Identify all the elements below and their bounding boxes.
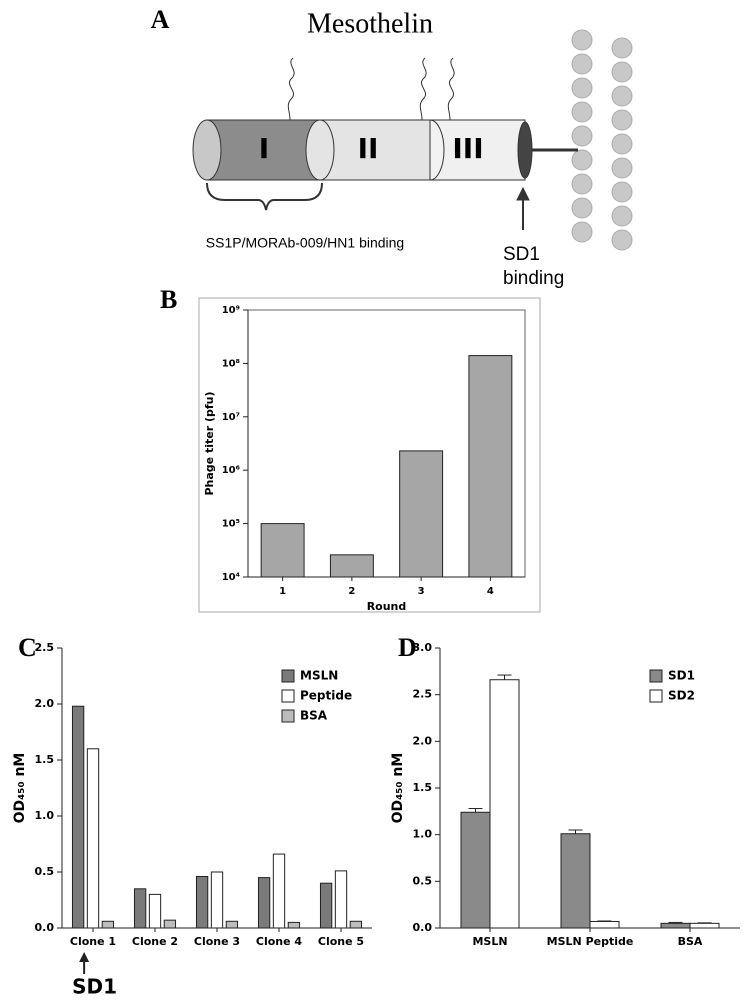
domain-label: I [259, 132, 269, 165]
bar [225, 920, 239, 929]
y-tick-label: 0.0 [35, 921, 55, 934]
y-axis-label: OD₄₅₀ nM [390, 753, 406, 824]
legend-swatch [281, 709, 295, 723]
x-tick-label: MSLN [472, 935, 507, 948]
bar [195, 875, 209, 929]
bar [148, 893, 162, 929]
diagram-title: Mesothelin [307, 8, 433, 39]
legend-swatch [649, 669, 663, 683]
legend-label: SD2 [668, 689, 695, 703]
panel-label: C [18, 633, 37, 662]
bar [489, 679, 520, 929]
bar [319, 882, 333, 929]
y-tick-label: 0.5 [35, 865, 55, 878]
domain-label: III [452, 132, 483, 165]
bar [163, 919, 177, 929]
bar [257, 877, 271, 929]
x-tick-label: 3 [418, 586, 425, 597]
y-tick-label: 2.5 [35, 641, 55, 654]
y-tick-label: 10⁹ [222, 305, 240, 316]
annotation: SS1P/MORAb-009/HN1 binding [206, 235, 404, 251]
x-tick-label: MSLN Peptide [547, 935, 634, 948]
legend-label: Peptide [300, 689, 352, 703]
bar [660, 922, 691, 929]
y-tick-label: 10⁸ [222, 358, 240, 369]
legend-label: MSLN [300, 669, 338, 683]
mesothelin-cylinder [192, 119, 578, 230]
x-tick-label: Clone 4 [256, 935, 303, 948]
y-tick-label: 1.0 [35, 809, 55, 822]
y-tick-label: 3.0 [413, 641, 433, 654]
y-tick-label: 0.5 [413, 874, 433, 887]
bar [689, 922, 720, 929]
panel-label: A [151, 5, 170, 34]
bar [560, 833, 591, 929]
y-tick-label: 1.5 [413, 781, 433, 794]
annotation-arrowhead [79, 952, 90, 962]
x-tick-label: Clone 2 [132, 935, 178, 948]
y-axis-label: OD₄₅₀ nM [12, 753, 28, 824]
bar [589, 920, 620, 929]
panel-frame [198, 297, 541, 613]
bar [86, 748, 100, 929]
panel-label: D [398, 633, 417, 662]
bar [71, 705, 85, 929]
x-tick-label: Clone 3 [194, 935, 240, 948]
legend-label: BSA [300, 709, 328, 723]
y-axis-label: Phage titer (pfu) [203, 391, 216, 495]
bar [334, 870, 348, 929]
bar [349, 920, 363, 929]
panel-label: B [160, 285, 177, 314]
membrane [287, 29, 633, 251]
annotation: SD1 binding [503, 244, 565, 289]
y-tick-label: 2.0 [413, 734, 433, 747]
bar [101, 920, 115, 929]
x-tick-label: BSA [678, 935, 703, 948]
y-tick-label: 2.5 [413, 688, 433, 701]
y-tick-label: 2.0 [35, 697, 55, 710]
bar [272, 853, 286, 929]
x-axis-label: Round [367, 600, 407, 613]
bar [468, 355, 513, 578]
y-tick-label: 1.5 [35, 753, 55, 766]
bar [260, 523, 305, 578]
y-tick-label: 10⁶ [222, 465, 240, 476]
x-tick-label: 1 [279, 586, 286, 597]
x-tick-label: 4 [487, 586, 494, 597]
y-tick-label: 0.0 [413, 921, 433, 934]
y-tick-label: 10⁷ [222, 412, 240, 423]
annotation: SD1 [72, 975, 117, 999]
bar [399, 450, 444, 578]
bar [460, 811, 491, 929]
legend-swatch [281, 669, 295, 683]
x-tick-label: 2 [348, 586, 355, 597]
x-tick-label: Clone 5 [318, 935, 364, 948]
bar [287, 921, 301, 929]
domain-label: II [358, 132, 379, 165]
legend-swatch [649, 689, 663, 703]
y-tick-label: 1.0 [413, 828, 433, 841]
y-tick-label: 10⁵ [222, 519, 240, 530]
bar [329, 554, 374, 578]
x-tick-label: Clone 1 [70, 935, 116, 948]
bar [133, 888, 147, 929]
bar [210, 871, 224, 929]
legend-label: SD1 [668, 669, 695, 683]
legend-swatch [281, 689, 295, 703]
y-tick-label: 10⁴ [222, 572, 240, 583]
